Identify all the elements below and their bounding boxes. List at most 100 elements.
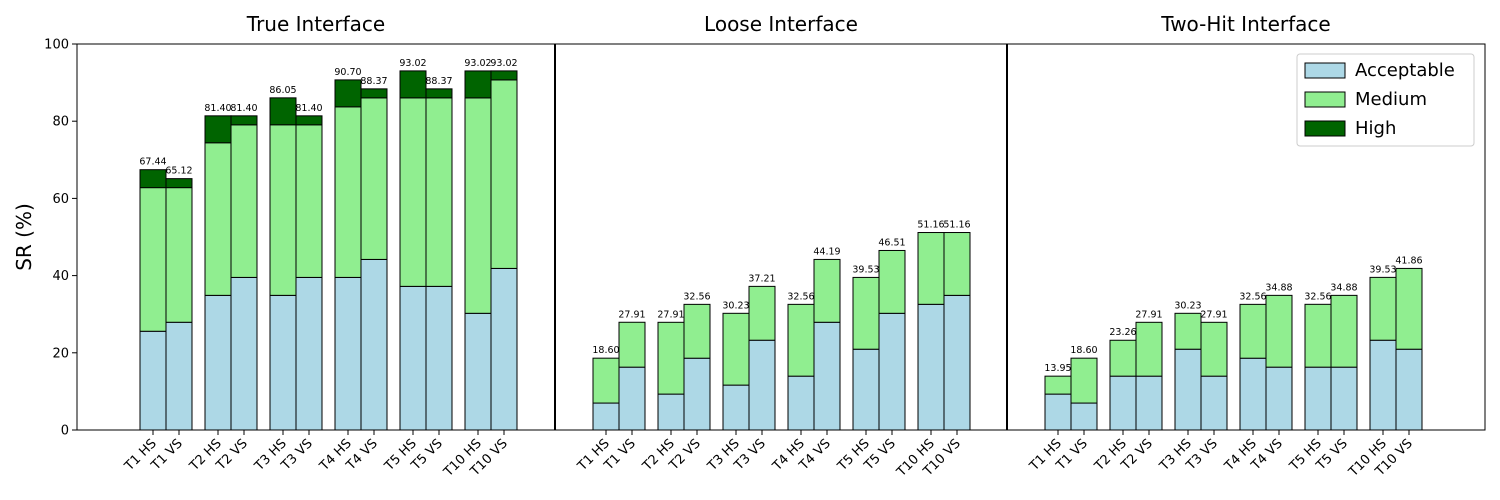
bar-acceptable — [1135, 375, 1163, 431]
bar-medium — [165, 187, 193, 323]
plot-frame — [76, 43, 1486, 431]
y-tick-label: 60 — [52, 192, 69, 207]
bar-medium — [657, 321, 685, 395]
legend-label: Medium — [1355, 89, 1427, 110]
bar-total-label: 39.53 — [1369, 264, 1396, 275]
bar-high — [334, 79, 362, 108]
bar-acceptable — [1395, 348, 1423, 431]
bar-medium — [490, 79, 518, 269]
bar-total-label: 23.26 — [1109, 327, 1136, 338]
bar-high — [464, 70, 492, 99]
bar-acceptable — [657, 393, 685, 431]
bar-high — [360, 88, 388, 99]
bar-total-label: 30.23 — [722, 300, 749, 311]
bar-high — [165, 178, 193, 189]
y-tick-label: 80 — [52, 115, 69, 130]
bar-acceptable — [139, 330, 167, 431]
bar-acceptable — [683, 357, 711, 431]
bar-medium — [1135, 321, 1163, 377]
bar-total-label: 44.19 — [813, 246, 840, 257]
bar-total-label: 65.12 — [165, 166, 192, 177]
legend-label: Acceptable — [1355, 60, 1455, 81]
y-tick-label: 40 — [52, 269, 69, 284]
bar-medium — [204, 142, 232, 296]
bar-medium — [1304, 303, 1332, 368]
bar-total-label: 51.16 — [943, 220, 970, 231]
bar-total-label: 13.95 — [1044, 363, 1071, 374]
bar-medium — [1174, 312, 1202, 350]
bar-total-label: 90.70 — [334, 67, 361, 78]
bar-total-label: 32.56 — [1304, 291, 1331, 302]
bar-acceptable — [748, 339, 776, 431]
bar-medium — [787, 303, 815, 377]
bar-total-label: 51.16 — [917, 220, 944, 231]
legend-swatch — [1304, 91, 1346, 108]
bar-total-label: 67.44 — [139, 157, 166, 168]
y-tick-label: 100 — [44, 38, 69, 53]
bar-high — [490, 70, 518, 81]
bar-medium — [360, 97, 388, 260]
bar-total-label: 34.88 — [1265, 282, 1292, 293]
bar-total-label: 88.37 — [360, 76, 387, 87]
bar-total-label: 32.56 — [787, 291, 814, 302]
bar-total-label: 93.02 — [399, 58, 426, 69]
bar-acceptable — [230, 276, 258, 431]
bar-medium — [1369, 276, 1397, 341]
bar-total-label: 32.56 — [683, 291, 710, 302]
bar-total-label: 27.91 — [1135, 309, 1162, 320]
y-tick-label: 20 — [52, 346, 69, 361]
bar-total-label: 37.21 — [748, 273, 775, 284]
bar-acceptable — [592, 402, 620, 431]
bar-acceptable — [204, 294, 232, 431]
bar-acceptable — [464, 312, 492, 431]
bar-acceptable — [1330, 366, 1358, 431]
bar-medium — [592, 357, 620, 404]
bar-acceptable — [399, 285, 427, 431]
bar-medium — [1395, 267, 1423, 350]
legend-swatch — [1304, 62, 1346, 79]
bar-high — [399, 70, 427, 99]
bar-acceptable — [360, 258, 388, 431]
bar-acceptable — [269, 294, 297, 431]
bar-acceptable — [165, 321, 193, 431]
bar-acceptable — [1304, 366, 1332, 431]
bar-medium — [683, 303, 711, 359]
y-axis-label: SR (%) — [12, 203, 36, 271]
bar-acceptable — [878, 312, 906, 431]
bar-acceptable — [943, 294, 971, 431]
bar-acceptable — [917, 303, 945, 431]
bar-medium — [230, 124, 258, 278]
bar-medium — [943, 232, 971, 296]
bar-high — [425, 88, 453, 99]
y-tick-label: 0 — [61, 424, 69, 439]
bar-medium — [1070, 357, 1098, 404]
bar-medium — [1109, 339, 1137, 377]
bar-total-label: 39.53 — [852, 264, 879, 275]
bar-high — [230, 115, 258, 126]
bar-acceptable — [1239, 357, 1267, 431]
bar-total-label: 27.91 — [1200, 309, 1227, 320]
bar-acceptable — [813, 321, 841, 431]
bar-medium — [748, 285, 776, 341]
bar-acceptable — [1369, 339, 1397, 431]
bar-high — [295, 115, 323, 126]
bar-acceptable — [1070, 402, 1098, 431]
bar-medium — [269, 124, 297, 296]
bar-acceptable — [425, 285, 453, 431]
bar-acceptable — [1200, 375, 1228, 431]
bar-total-label: 93.02 — [490, 58, 517, 69]
bar-medium — [1330, 294, 1358, 368]
bar-acceptable — [334, 276, 362, 431]
bar-high — [204, 115, 232, 144]
bar-medium — [139, 187, 167, 332]
bar-medium — [852, 276, 880, 350]
bar-medium — [1265, 294, 1293, 368]
legend-label: High — [1355, 118, 1396, 139]
bar-medium — [722, 312, 750, 386]
bar-total-label: 18.60 — [592, 345, 619, 356]
bar-medium — [917, 232, 945, 305]
bar-total-label: 93.02 — [464, 58, 491, 69]
bar-total-label: 46.51 — [878, 237, 905, 248]
bar-medium — [813, 258, 841, 323]
panel-title: True Interface — [246, 12, 385, 36]
